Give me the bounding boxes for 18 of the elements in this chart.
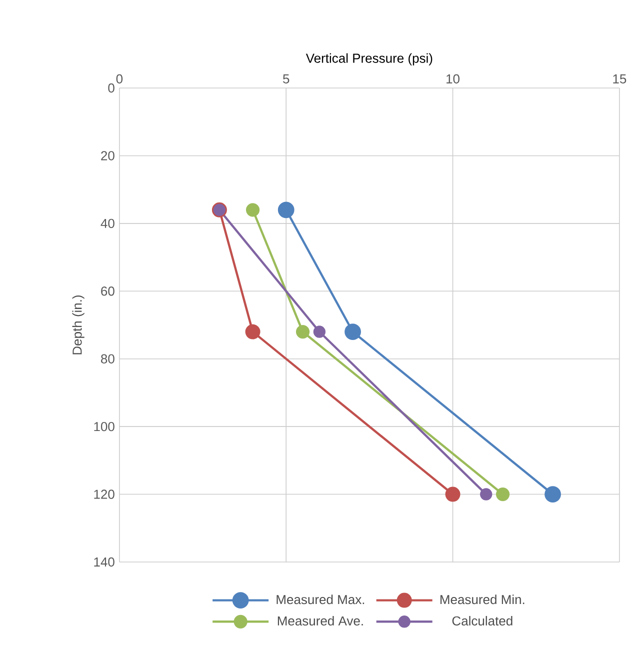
x-tick-label: 0 xyxy=(116,74,122,84)
legend-label: Measured Max. xyxy=(276,594,364,604)
x-axis-title: Vertical Pressure (psi) xyxy=(306,53,432,66)
x-tick-label: 10 xyxy=(446,74,460,84)
y-tick-label: 40 xyxy=(100,218,114,228)
x-tick-label: 15 xyxy=(612,74,626,84)
x-tick-label: 5 xyxy=(282,74,289,84)
legend-label: Calculated xyxy=(452,616,512,626)
y-tick-label: 100 xyxy=(94,422,114,432)
y-tick-label: 140 xyxy=(94,557,114,567)
y-tick-label: 60 xyxy=(100,286,114,296)
y-tick-label: 20 xyxy=(100,151,114,160)
legend-label: Measured Ave. xyxy=(278,616,363,626)
y-tick-label: 80 xyxy=(100,354,114,364)
y-axis-title: Depth (in.) xyxy=(72,295,84,354)
y-tick-label: 0 xyxy=(108,83,114,93)
legend-label: Measured Min. xyxy=(440,594,524,604)
y-tick-label: 120 xyxy=(94,490,114,499)
